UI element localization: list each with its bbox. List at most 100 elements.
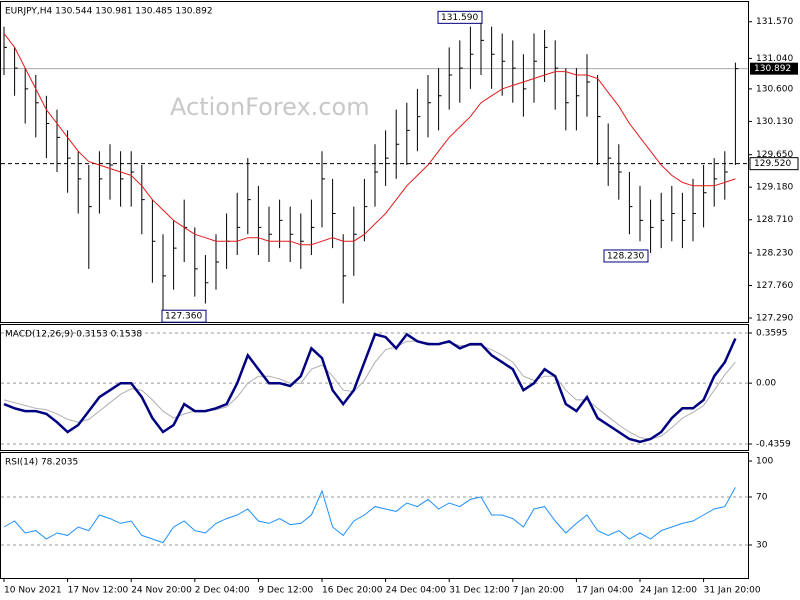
- price-bar: [544, 30, 548, 82]
- y-tick-label: -0.4359: [756, 439, 791, 449]
- price-bar: [607, 123, 612, 186]
- price-bar: [109, 144, 113, 200]
- price-bar: [533, 33, 537, 103]
- price-bar: [491, 26, 495, 89]
- price-bar: [554, 40, 559, 110]
- y-tick-label: 100: [756, 457, 773, 467]
- price-bar: [77, 151, 82, 214]
- panel-title: RSI(14) 78.2035: [5, 458, 78, 468]
- price-bar: [45, 95, 50, 159]
- price-bar: [321, 151, 325, 228]
- price-bar: [173, 220, 177, 290]
- price-bar: [88, 165, 92, 269]
- price-bar: [204, 255, 209, 304]
- price-bar: [650, 199, 654, 253]
- x-tick-label: 31 Jan 20:00: [704, 586, 761, 596]
- price-bar: [618, 144, 622, 200]
- price-bar: [14, 47, 18, 96]
- last-price-label: 130.892: [754, 64, 791, 74]
- y-tick-label: 129.650: [756, 150, 793, 160]
- annotation-box: [603, 249, 649, 263]
- price-bar: [98, 151, 103, 214]
- price-bar: [120, 151, 124, 207]
- x-tick-label: 17 Jan 04:00: [576, 586, 633, 596]
- price-bar: [724, 151, 728, 200]
- price-bar: [427, 75, 431, 138]
- panel-frame: [0, 324, 749, 451]
- price-bar: [236, 192, 241, 256]
- x-tick-label: 31 Dec 12:00: [449, 586, 510, 596]
- price-bar: [268, 206, 272, 262]
- price-bar: [713, 158, 718, 207]
- price-bar: [628, 171, 633, 235]
- price-bar: [3, 26, 7, 76]
- price-bar: [416, 88, 421, 152]
- y-tick-label: 127.290: [756, 314, 793, 324]
- x-tick-label: 24 Nov 20:00: [131, 586, 192, 596]
- price-bar: [639, 185, 643, 242]
- y-tick-label: 130.600: [756, 84, 793, 94]
- price-bar: [522, 54, 527, 117]
- annotation-box: [161, 309, 207, 323]
- price-bar: [597, 75, 601, 166]
- indicator-line: [3, 332, 737, 444]
- price-bar: [681, 192, 686, 249]
- price-bar: [257, 185, 262, 256]
- price-bar: [24, 68, 29, 124]
- y-tick-label: 70: [756, 493, 768, 503]
- indicator-line: [3, 340, 736, 440]
- price-bar: [162, 234, 166, 314]
- y-tick-label: 30: [756, 541, 768, 551]
- price-bar: [56, 109, 60, 172]
- x-tick-label: 17 Nov 12:00: [68, 586, 129, 596]
- price-bar: [279, 199, 283, 249]
- price-bar: [130, 151, 135, 207]
- price-bar: [575, 68, 580, 131]
- price-bar: [565, 68, 569, 131]
- price-bar: [692, 178, 696, 242]
- y-tick-label: 0.00: [756, 379, 776, 389]
- price-bar: [448, 47, 453, 110]
- price-bar: [586, 54, 590, 117]
- annotation-label: 128.230: [607, 251, 644, 261]
- price-bar: [438, 68, 442, 131]
- y-tick-label: 127.760: [756, 281, 793, 291]
- annotation-label: 131.590: [441, 13, 478, 23]
- price-bar: [374, 144, 378, 207]
- price-bar: [734, 62, 739, 166]
- indicator-line: [3, 487, 736, 544]
- price-bar: [151, 199, 156, 283]
- price-bar: [342, 234, 347, 304]
- panel-title: MACD(12,26,9) 0.3153 0.1538: [5, 330, 142, 340]
- x-tick-label: 24 Jan 12:00: [640, 586, 697, 596]
- price-bar: [247, 158, 251, 235]
- price-bar: [385, 130, 389, 186]
- price-bar: [194, 227, 198, 297]
- price-bar: [300, 213, 304, 269]
- price-bar: [660, 192, 665, 249]
- price-bar: [703, 165, 707, 228]
- price-bar: [215, 234, 219, 290]
- x-tick-label: 7 Jan 20:00: [513, 586, 565, 596]
- y-tick-label: 128.710: [756, 215, 793, 225]
- price-bar: [406, 102, 410, 166]
- x-tick-label: 2 Dec 04:00: [195, 586, 250, 596]
- panel-title: EURJPY,H4 130.544 130.981 130.485 130.89…: [5, 7, 213, 17]
- moving-average: [3, 33, 736, 246]
- y-tick-label: 130.130: [756, 117, 793, 127]
- price-bar: [310, 199, 315, 256]
- panel-frame: [0, 452, 749, 579]
- price-bar: [67, 130, 71, 193]
- price-bar: [501, 33, 506, 96]
- panel-frame: [0, 1, 749, 323]
- level-label-box: [749, 157, 799, 171]
- annotation-label: 127.360: [165, 312, 202, 322]
- x-tick-label: 24 Dec 04:00: [386, 586, 447, 596]
- price-bar: [35, 75, 39, 138]
- price-bar: [363, 178, 368, 242]
- last-price-box: [750, 62, 798, 75]
- price-bar: [395, 109, 400, 179]
- annotation-box: [437, 10, 483, 24]
- watermark: ActionForex.com: [170, 93, 370, 121]
